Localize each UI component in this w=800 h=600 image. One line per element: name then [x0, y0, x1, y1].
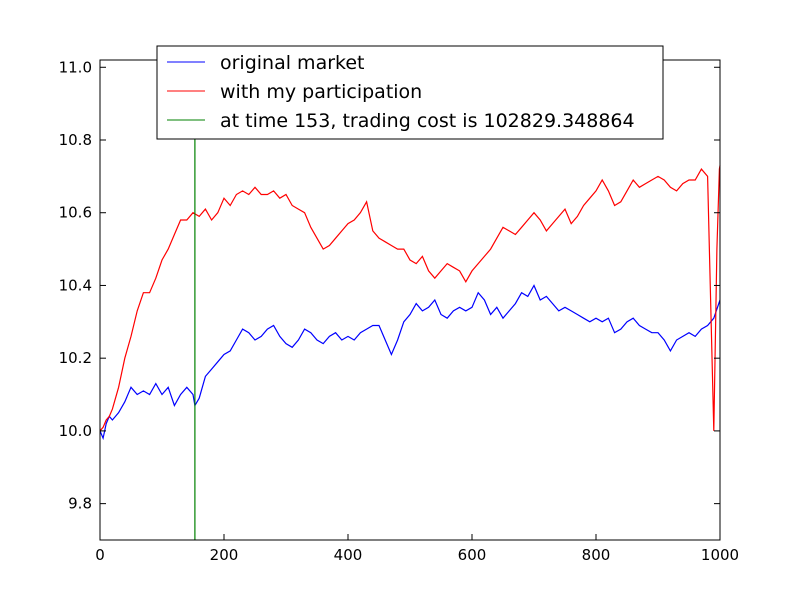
- x-tick-label: 0: [95, 546, 105, 564]
- legend-label-original-market: original market: [220, 52, 365, 74]
- legend-box: [156, 45, 664, 140]
- x-tick-label: 600: [458, 546, 487, 564]
- axes-layer: 0 200 400 600 800 1000 9.8 10.0 10.2 10.4 10.6 10.8…: [59, 58, 740, 564]
- plot-background: [100, 60, 720, 540]
- x-tick-label: 200: [210, 546, 239, 564]
- x-tick-label: 800: [582, 546, 611, 564]
- y-tick-label: 9.8: [68, 495, 92, 513]
- y-tick-label: 10.0: [59, 422, 92, 440]
- y-tick-label: 10.2: [59, 349, 92, 367]
- y-tick-label: 10.8: [59, 131, 92, 149]
- x-tick-label: 1000: [701, 546, 739, 564]
- y-tick-label: 10.4: [59, 276, 92, 294]
- legend-label-with-my-participation: with my participation: [220, 81, 422, 103]
- y-tick-label: 10.6: [59, 204, 92, 222]
- series-layer: [99, 60, 721, 540]
- legend: original market with my participation at…: [156, 45, 664, 140]
- y-tick-label: 11.0: [59, 58, 92, 76]
- x-tick-label: 400: [334, 546, 363, 564]
- legend-label-trading-cost: at time 153, trading cost is 102829.3488…: [220, 110, 635, 132]
- series-original-market: [99, 284, 721, 441]
